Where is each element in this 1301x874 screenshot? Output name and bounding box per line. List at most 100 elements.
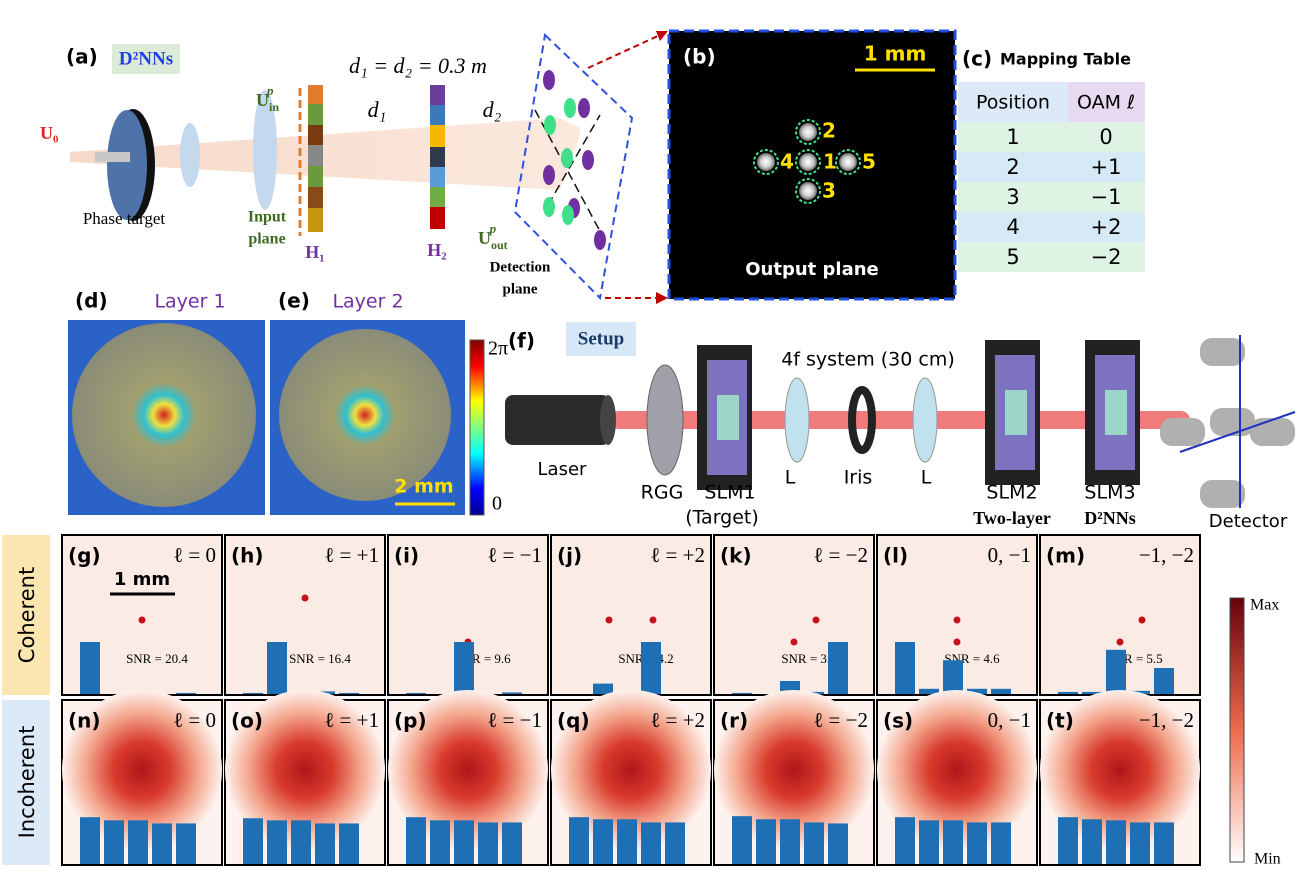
bar	[804, 822, 824, 864]
panel-label: (k)	[720, 544, 752, 568]
bar	[406, 693, 426, 694]
colorbar	[470, 340, 484, 515]
bar	[243, 818, 263, 864]
component-label: L	[785, 467, 796, 489]
component-label: D²NNs	[1084, 508, 1135, 528]
result-panel: (i)ℓ = −1SNR = 9.6	[388, 535, 548, 695]
field-sub: out	[491, 238, 508, 252]
bar	[80, 817, 100, 864]
bar	[1106, 820, 1126, 864]
bar	[732, 816, 752, 864]
panel-title: ℓ = +2	[650, 543, 705, 567]
bar	[780, 819, 800, 864]
table-cell: 1	[1006, 125, 1019, 149]
intensity-spot	[302, 595, 309, 602]
panel-label: (b)	[683, 45, 716, 69]
slm-active	[717, 395, 739, 440]
zoom-arrow-head	[656, 31, 668, 41]
position-number: 1	[823, 150, 837, 174]
distance: d₁ = d₂ = 0.3 m	[349, 53, 487, 78]
layer-h1	[308, 85, 323, 232]
result-panel: (n)ℓ = 0	[62, 690, 222, 865]
layer-h2	[430, 85, 445, 229]
panel-title: ℓ = 0	[173, 543, 216, 567]
detector	[1160, 335, 1295, 508]
bar	[104, 820, 124, 864]
layer-title: Layer 1	[154, 291, 225, 313]
lens	[913, 378, 937, 462]
panel-de: (d) Layer 1 (e) Layer 2 2 mm 2π 0	[68, 289, 508, 516]
bar	[641, 642, 661, 694]
bar	[478, 822, 498, 864]
intensity-spot	[791, 639, 798, 646]
bar	[243, 693, 263, 694]
badge: D²NNs	[119, 48, 173, 69]
field-sup: p	[489, 221, 497, 236]
position-number: 4	[780, 150, 794, 174]
source-field: U₀	[40, 123, 58, 143]
panel-c: (c) Mapping Table Position OAM ℓ 102+13−…	[958, 47, 1145, 273]
bar	[339, 823, 359, 864]
slm-active	[1005, 390, 1027, 435]
result-panel: (g)ℓ = 0SNR = 20.4	[62, 535, 222, 695]
input-plane-label: Input	[248, 209, 287, 226]
panel-label: (m)	[1046, 544, 1085, 568]
panel-label: (t)	[1046, 709, 1074, 733]
detection-plane-label: Detection	[490, 259, 551, 275]
intensity-colorbar	[1230, 598, 1244, 862]
bar	[1058, 817, 1078, 864]
bar	[502, 822, 522, 864]
bar	[128, 820, 148, 864]
bar	[593, 819, 613, 864]
table-cell: 4	[1006, 215, 1019, 239]
table-cell: 2	[1006, 155, 1019, 179]
slm-active	[1105, 390, 1127, 435]
bar	[454, 642, 474, 694]
bar	[1130, 822, 1150, 864]
panel-label: (n)	[68, 709, 101, 733]
layer-title: Layer 2	[332, 291, 403, 313]
result-panel: (s)0, −1	[877, 690, 1037, 865]
bar	[1154, 668, 1174, 694]
zoom-arrow-head	[656, 292, 668, 304]
gap-label: d₂	[483, 97, 502, 122]
intensity-spot	[1117, 639, 1124, 646]
rgg-disk	[647, 365, 683, 475]
component-label: (Target)	[685, 507, 759, 529]
gap-label: d₁	[368, 97, 387, 122]
panel-f: (f) Setup 4f system (30 cm) Laser RGG SL…	[505, 322, 1295, 532]
position-number: 2	[822, 119, 836, 143]
input-field: Uinp	[256, 83, 279, 114]
bar	[991, 822, 1011, 864]
bar	[756, 819, 776, 864]
bar	[569, 817, 589, 864]
component-label: Detector	[1209, 511, 1288, 532]
bar	[406, 817, 426, 864]
colorbar-max: Max	[1250, 597, 1279, 614]
bar	[291, 820, 311, 864]
component-label: Laser	[538, 459, 588, 480]
result-panel: (q)ℓ = +2	[551, 690, 711, 865]
phase-pattern	[72, 323, 256, 507]
target-label: Phase target	[83, 209, 166, 228]
lens	[785, 378, 809, 462]
component-label: Iris	[844, 467, 873, 489]
panel-label: (s)	[883, 709, 913, 733]
intensity-spot	[139, 617, 146, 624]
bar	[828, 642, 848, 694]
panel-title: −1, −2	[1139, 708, 1194, 732]
figure: (a) D²NNs d₁ = d₂ = 0.3 m U₀ Phase targe…	[0, 0, 1301, 874]
panel-title: ℓ = +2	[650, 708, 705, 732]
result-panel: (m)−1, −2SNR = 5.5	[1040, 535, 1200, 695]
bar	[430, 820, 450, 864]
panel-title: ℓ = −2	[813, 543, 868, 567]
component-label: RGG	[641, 482, 684, 504]
lens	[180, 123, 200, 187]
header-text: Position	[976, 92, 1050, 114]
panel-label: (o)	[231, 709, 263, 733]
panel-title: ℓ = −1	[487, 708, 542, 732]
panel-label: (d)	[75, 289, 108, 313]
layer-label: H₁	[305, 242, 324, 262]
panel-label: (g)	[68, 544, 101, 568]
